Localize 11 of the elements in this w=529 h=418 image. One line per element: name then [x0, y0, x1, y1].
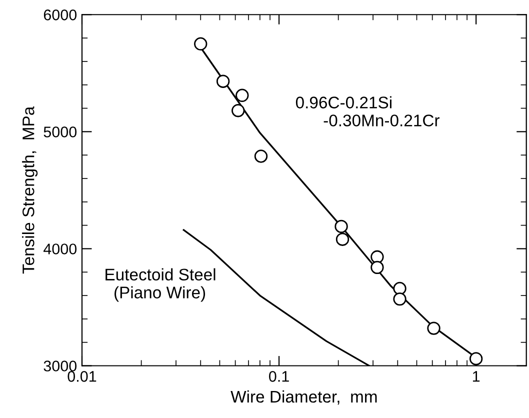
x-axis-title: Wire Diameter, mm: [230, 390, 377, 405]
annotation: Eutectoid Steel (Piano Wire): [106, 268, 216, 302]
x-tick-label: 0.01: [68, 371, 96, 382]
x-tick-label: 1: [472, 371, 480, 382]
y-axis-title: Tensile Strength, MPa: [22, 106, 38, 274]
x-tick-label: 0.1: [269, 371, 289, 382]
y-tick-label: 3000: [44, 360, 77, 372]
y-tick-label: 4000: [44, 244, 77, 254]
y-tick-label: 6000: [44, 10, 77, 20]
y-tick-label: 5000: [44, 126, 77, 138]
annotation: 0.96C-0.21Si -0.30Mn-0.21Cr: [296, 96, 440, 126]
